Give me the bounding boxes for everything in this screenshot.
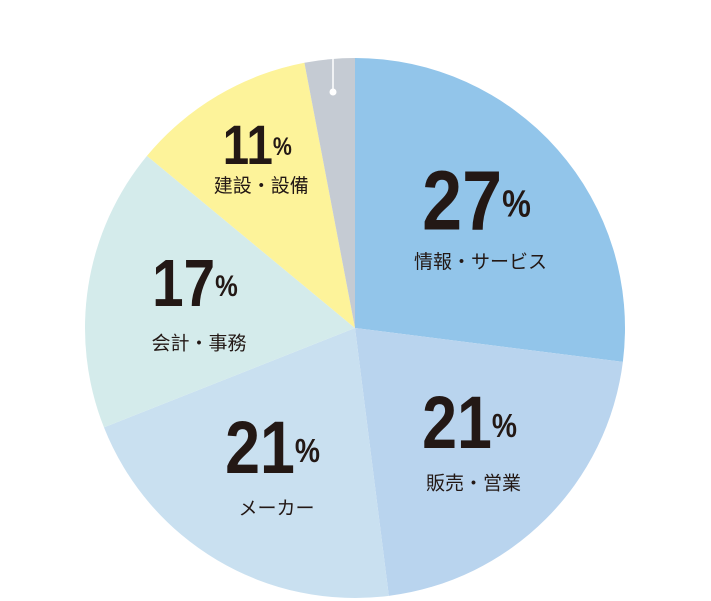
slices — [85, 58, 625, 598]
value-number: 17 — [152, 247, 215, 321]
value-unit: % — [492, 407, 517, 445]
category-label: メーカー — [239, 498, 315, 519]
value-number: 11 — [223, 113, 273, 175]
value-unit: % — [215, 270, 238, 303]
value-number: 21 — [225, 406, 295, 489]
value-unit: % — [273, 133, 292, 161]
labels: 27%情報・サービス21%販売・営業21%メーカー17%会計・事務11%建設・設… — [151, 113, 547, 520]
pie-slice — [355, 328, 623, 596]
value-label: 21% — [225, 406, 320, 489]
category-label: 情報・サービス — [414, 251, 547, 273]
pie-slice — [355, 58, 625, 362]
value-unit: % — [295, 432, 320, 470]
category-label: 販売・営業 — [426, 473, 521, 495]
value-number: 27 — [422, 153, 502, 248]
pie-slice — [304, 58, 355, 328]
category-label: 建設・設備 — [214, 175, 309, 197]
leader-dot — [329, 88, 337, 96]
value-label: 21% — [422, 381, 517, 464]
value-label: 27% — [422, 153, 531, 248]
value-label: 17% — [152, 247, 238, 321]
value-number: 21 — [422, 381, 492, 464]
pie-slice — [103, 328, 389, 598]
pie-slice — [146, 62, 355, 329]
value-unit: % — [502, 184, 531, 226]
pie-slice — [85, 155, 355, 428]
category-label: 会計・事務 — [151, 333, 246, 355]
value-label: 11% — [223, 113, 292, 175]
